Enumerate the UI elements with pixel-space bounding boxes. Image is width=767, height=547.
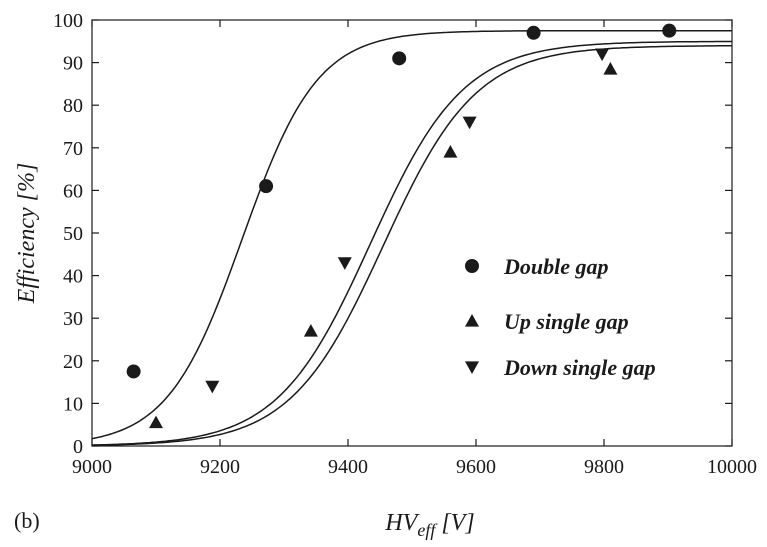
x-tick-label: 9000 xyxy=(72,456,112,478)
data-markers xyxy=(126,23,677,429)
legend-marker-triangle-down xyxy=(465,361,479,374)
panel-label: (b) xyxy=(14,508,40,533)
data-point-triangle-up xyxy=(603,61,618,75)
legend-marker-triangle-up xyxy=(465,314,479,327)
y-tick-label: 20 xyxy=(63,351,83,373)
x-tick-label: 9800 xyxy=(584,456,624,478)
data-point-circle xyxy=(392,51,407,66)
x-tick-label: 9400 xyxy=(328,456,368,478)
data-point-circle xyxy=(259,179,274,194)
y-tick-label: 70 xyxy=(63,138,83,160)
y-tick-label: 10 xyxy=(63,393,83,415)
x-tick-label: 10000 xyxy=(707,456,757,478)
legend-label: Up single gap xyxy=(504,309,629,334)
y-tick-label: 60 xyxy=(63,180,83,202)
x-axis-title-sub: eff xyxy=(417,520,438,540)
x-axis-title-main: HV xyxy=(384,510,419,536)
data-point-circle xyxy=(126,364,141,379)
fit-curve-0 xyxy=(91,29,732,440)
y-tick-label: 30 xyxy=(63,308,83,330)
x-axis-title-unit: [V] xyxy=(435,510,474,536)
y-tick-label: 40 xyxy=(63,266,83,288)
data-point-triangle-up xyxy=(443,145,458,158)
x-tick-label: 9600 xyxy=(456,456,496,478)
data-point-triangle-up xyxy=(303,323,318,337)
fit-curve-1 xyxy=(91,45,732,447)
y-tick-label: 100 xyxy=(53,10,83,32)
data-point-triangle-down xyxy=(337,257,352,270)
legend-label: Double gap xyxy=(503,254,609,279)
y-tick-label: 50 xyxy=(63,223,83,245)
legend: Double gap Up single gap Down single gap xyxy=(465,254,656,380)
y-tick-label: 80 xyxy=(63,95,83,117)
data-point-circle xyxy=(662,23,677,38)
data-point-triangle-down xyxy=(205,380,220,394)
x-tick-label: 9200 xyxy=(200,456,240,478)
data-point-triangle-down xyxy=(462,116,477,130)
fit-curves xyxy=(91,29,732,447)
x-axis-title: HVeff [V] xyxy=(384,510,474,540)
axis-ticks: 9000 9200 9400 9600 9800 10000 0 10 20 30 40 50 60 70… xyxy=(53,10,757,478)
plot-frame xyxy=(91,19,733,447)
fit-curve-2 xyxy=(91,40,732,446)
y-axis-title: Efficiency [%] xyxy=(14,163,40,305)
y-tick-label: 90 xyxy=(63,53,83,75)
y-tick-label: 0 xyxy=(73,436,83,458)
data-point-triangle-down xyxy=(595,48,610,62)
legend-label: Down single gap xyxy=(503,355,656,380)
data-point-triangle-up xyxy=(149,415,163,429)
data-point-circle xyxy=(526,25,541,40)
legend-marker-circle xyxy=(465,259,479,273)
